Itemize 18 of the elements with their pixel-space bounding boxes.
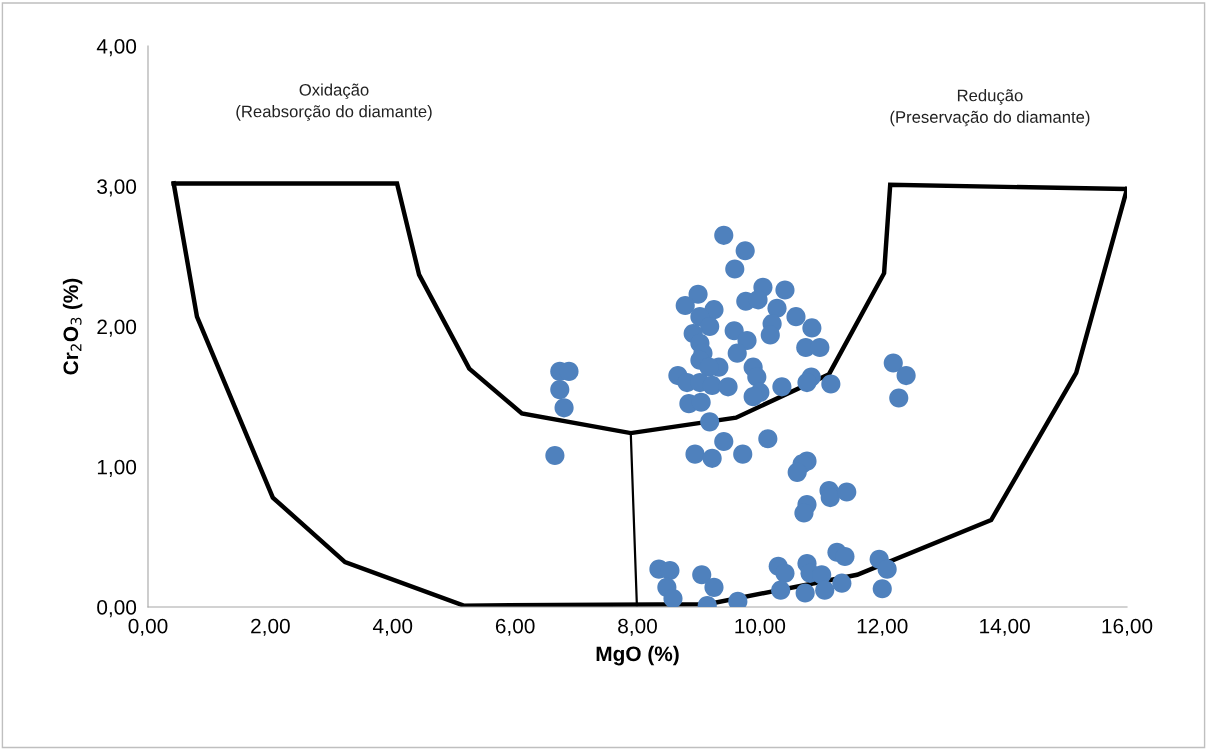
x-tick-label: 14,00 [980,618,1030,636]
x-tick-label: 4,00 [372,618,413,636]
y-tick-label: 4,00 [96,39,137,57]
x-tick-label: 0,00 [128,618,168,636]
x-axis-title: MgO (%) [596,645,679,666]
y-axis-title: Cr$_{2}$O$_{3}$ (%) [62,278,83,375]
y-tick-label: 1,00 [97,459,137,477]
x-tick-label: 16,00 [1102,618,1153,636]
x-tick-label: 10,00 [735,618,786,636]
annotation: Redução (Preservação do diamante) [890,89,1090,127]
y-tick-label: 3,00 [97,179,137,197]
x-tick-label: 6,00 [495,618,535,636]
x-tick-label: 2,00 [251,618,290,636]
annotation: Oxidação (Reabsorção do diamante) [236,83,432,121]
y-tick-label: 2,00 [97,319,137,337]
y-tick-label: 0,00 [97,600,137,618]
x-tick-label: 8,00 [618,618,657,636]
x-tick-label: 12,00 [857,618,908,636]
